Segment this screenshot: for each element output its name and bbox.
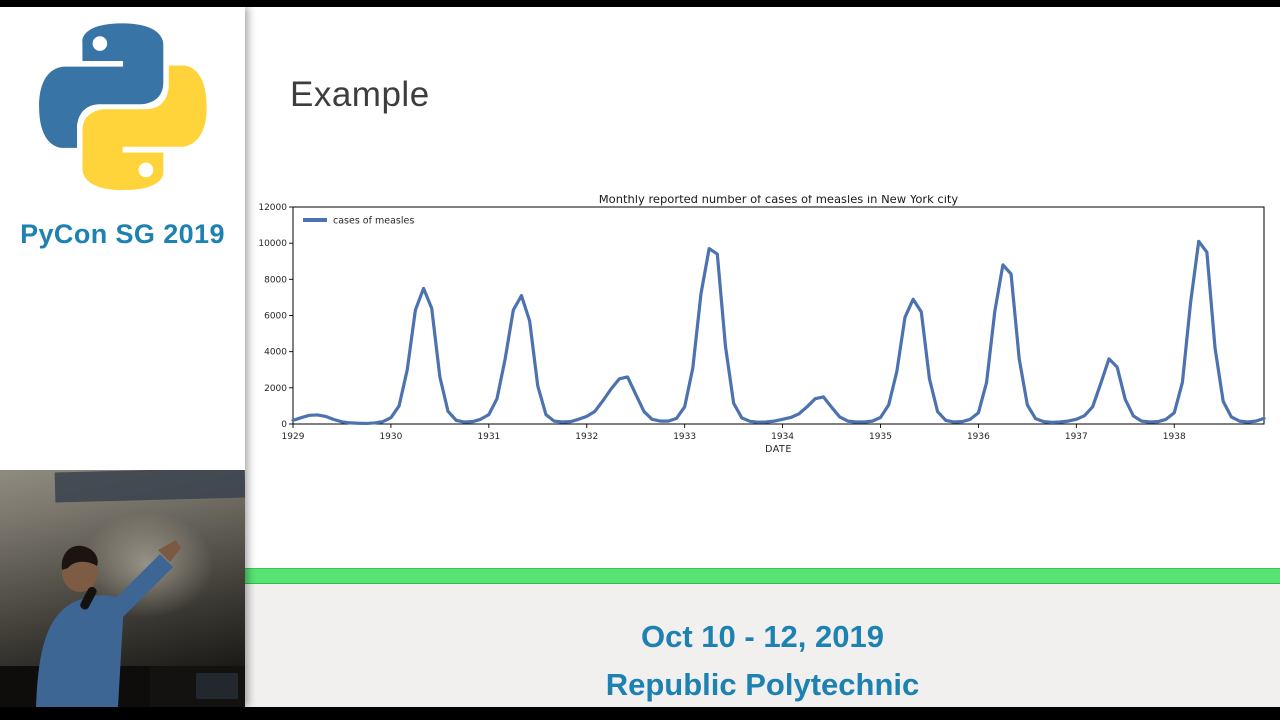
measles-chart-svg: Monthly reported number of cases of meas…: [258, 195, 1266, 455]
slide-title: Example: [290, 75, 430, 114]
svg-text:2000: 2000: [264, 384, 287, 394]
event-venue: Republic Polytechnic: [605, 667, 920, 702]
svg-text:1934: 1934: [771, 432, 794, 442]
svg-text:6000: 6000: [264, 312, 287, 322]
python-logo-icon: [38, 19, 207, 195]
svg-text:Monthly reported number of cas: Monthly reported number of cases of meas…: [599, 195, 959, 206]
speaker-photo: [0, 470, 245, 707]
green-divider-bar: [245, 568, 1280, 584]
svg-text:1936: 1936: [967, 432, 990, 442]
svg-text:DATE: DATE: [765, 444, 792, 455]
speaker-silhouette: [0, 540, 245, 707]
svg-text:cases of measles: cases of measles: [333, 216, 414, 227]
svg-text:1938: 1938: [1163, 432, 1186, 442]
measles-chart: Monthly reported number of cases of meas…: [255, 195, 1272, 462]
svg-text:12000: 12000: [258, 203, 287, 213]
svg-text:0: 0: [281, 420, 287, 430]
sidebar: PyCon SG 2019: [0, 7, 245, 707]
svg-text:10000: 10000: [258, 239, 287, 249]
svg-text:1933: 1933: [673, 432, 696, 442]
svg-text:1931: 1931: [477, 432, 500, 442]
event-dates: Oct 10 - 12, 2019: [641, 619, 884, 654]
svg-text:4000: 4000: [264, 348, 287, 358]
footer: Oct 10 - 12, 2019 Republic Polytechnic: [245, 584, 1280, 707]
svg-text:8000: 8000: [264, 275, 287, 285]
svg-text:1937: 1937: [1065, 432, 1088, 442]
event-label: PyCon SG 2019: [20, 219, 225, 249]
svg-text:1930: 1930: [379, 432, 402, 442]
svg-text:1929: 1929: [282, 432, 305, 442]
svg-text:1935: 1935: [869, 432, 892, 442]
slide-area: Example Monthly reported number of cases…: [245, 7, 1280, 707]
svg-text:1932: 1932: [575, 432, 598, 442]
